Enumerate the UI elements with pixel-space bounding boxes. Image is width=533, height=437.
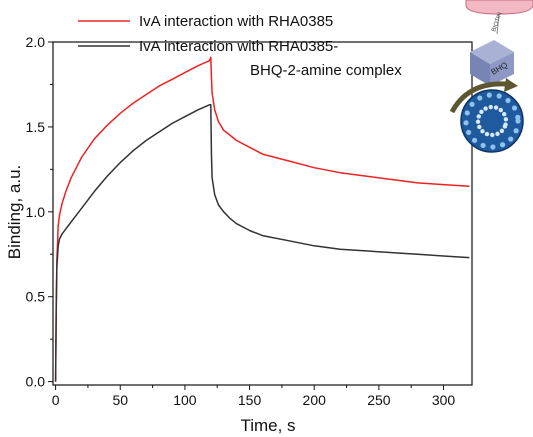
virus-surface-dots xyxy=(463,92,521,150)
legend: IvA interaction with RHA0385 IvA interac… xyxy=(78,13,402,79)
virus-inner-dot xyxy=(479,109,484,115)
legend-label-series-2: IvA interaction with RHA0385- xyxy=(139,38,338,55)
virus-inner-dot xyxy=(503,117,509,122)
curved-arrow-icon xyxy=(449,81,507,114)
inset-schematic: BIOTIN BHQ xyxy=(449,0,533,153)
virus-spike-dot xyxy=(464,110,470,116)
virus-inner-dot xyxy=(493,105,499,110)
virus-inner-dot xyxy=(475,119,481,124)
virus-spike-dot xyxy=(466,129,472,135)
x-axis-title: Time, s xyxy=(240,416,295,435)
virus-spike-dot xyxy=(499,142,506,148)
y-tick-label: 1.0 xyxy=(26,204,46,220)
virus-spike-dot xyxy=(515,114,521,120)
virus-inner-dot xyxy=(502,111,507,117)
virus-spike-dot xyxy=(477,95,483,101)
virus-spike-dot xyxy=(480,142,486,149)
x-tick-label: 200 xyxy=(303,392,327,408)
x-tick-label: 250 xyxy=(367,392,391,408)
sensor-tip-icon xyxy=(465,0,533,15)
virus-spike-dot xyxy=(469,101,475,107)
series-layer xyxy=(54,56,470,382)
biotin-label: BIOTIN xyxy=(491,12,503,33)
virus-spike-dot xyxy=(505,97,511,104)
y-tick-label: 2.0 xyxy=(26,34,46,50)
virus-inner-dot xyxy=(477,124,482,130)
virus-spike-dot xyxy=(490,144,496,150)
virus-spike-dot xyxy=(486,92,492,98)
virus-inner-dot xyxy=(503,122,508,127)
virus-particle-icon xyxy=(460,89,524,153)
x-tick-label: 100 xyxy=(173,392,197,408)
bhq-cube-front xyxy=(470,52,490,86)
plot-frame xyxy=(52,41,473,386)
virus-spike-dot xyxy=(511,105,518,111)
y-tick-label: 0.0 xyxy=(26,374,46,390)
plot-area xyxy=(52,41,473,386)
virus-spike-dot xyxy=(496,93,502,99)
x-tick-label: 50 xyxy=(112,392,128,408)
legend-label-series-2-continued: BHQ-2-amine complex xyxy=(250,62,402,79)
axis-ticks: 0 50 100 150 200 250 300 0.0 0.5 1.0 1.5 2.0 xyxy=(26,34,456,408)
linker-icon xyxy=(496,13,500,35)
virus-inner-dot xyxy=(495,131,500,137)
legend-label-series-1: IvA interaction with RHA0385 xyxy=(139,13,333,30)
bhq-cube-top xyxy=(470,40,514,64)
bhq-cube-side xyxy=(490,52,514,86)
virus-inner-dot xyxy=(498,107,503,113)
virus-inner-dot xyxy=(476,114,481,119)
virus-spike-dot xyxy=(513,128,519,134)
y-tick-label: 1.5 xyxy=(26,119,46,135)
virus-inner-dot xyxy=(484,131,490,137)
y-axis-title: Binding, a.u. xyxy=(5,165,24,260)
virus-inner-dot xyxy=(490,132,495,138)
virus-inner-dot xyxy=(499,128,505,134)
y-tick-label: 0.5 xyxy=(26,289,46,305)
x-tick-label: 150 xyxy=(238,392,262,408)
series-line-1 xyxy=(54,56,470,382)
virus-spike-dot xyxy=(508,136,514,142)
virus-inner-dot xyxy=(480,129,485,134)
virus-spike-dot xyxy=(463,120,469,126)
x-tick-label: 0 xyxy=(52,392,60,408)
virus-inner-dot xyxy=(483,106,488,111)
arrowhead-icon xyxy=(504,78,518,92)
series-line-2 xyxy=(54,104,470,382)
virus-spike-dot xyxy=(472,137,478,143)
x-tick-label: 300 xyxy=(432,392,456,408)
virus-inner-dot xyxy=(488,104,493,110)
